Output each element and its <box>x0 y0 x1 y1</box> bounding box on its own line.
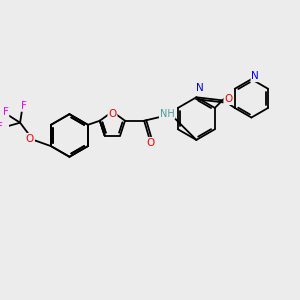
Text: F: F <box>0 122 3 132</box>
Text: O: O <box>108 109 116 118</box>
Text: N: N <box>251 71 259 81</box>
Text: O: O <box>146 138 154 148</box>
Text: O: O <box>224 94 232 104</box>
Text: F: F <box>21 101 27 111</box>
Text: N: N <box>196 83 204 93</box>
Text: F: F <box>2 107 8 117</box>
Text: NH: NH <box>160 109 175 118</box>
Text: O: O <box>26 134 34 144</box>
